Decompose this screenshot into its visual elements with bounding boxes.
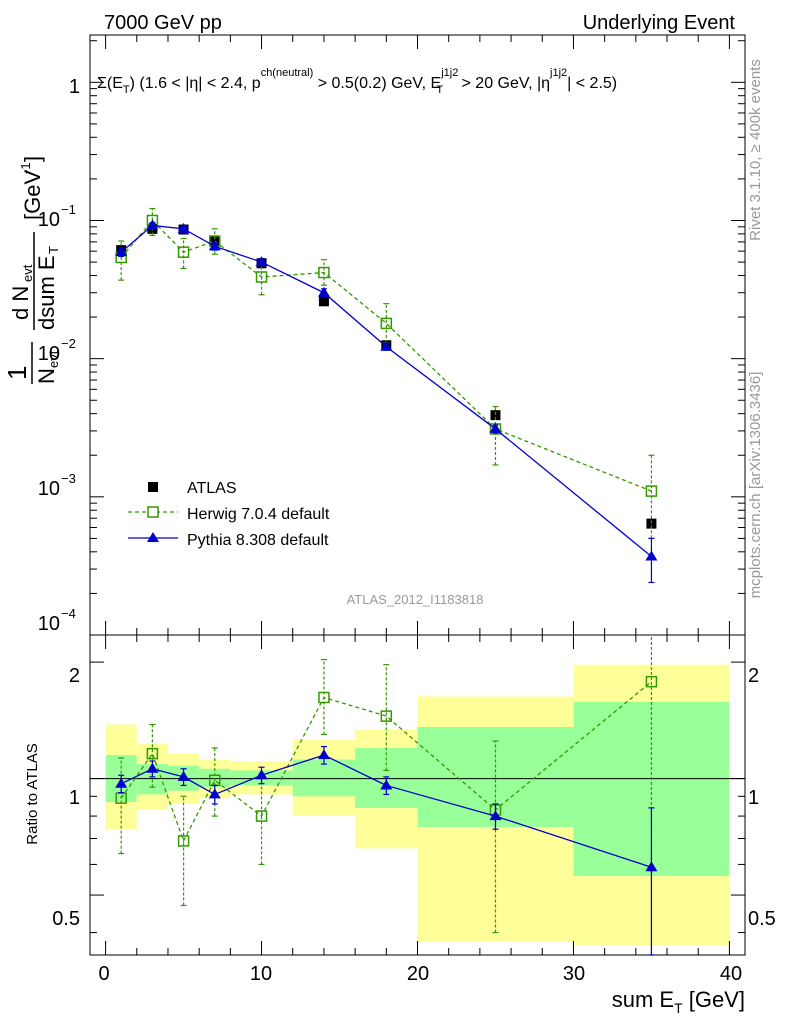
svg-text:10: 10: [38, 209, 60, 231]
svg-text:dsum E: dsum E: [34, 255, 59, 330]
svg-text:10: 10: [38, 478, 60, 500]
svg-text:ATLAS: ATLAS: [187, 480, 237, 497]
ratio-y-tick-1: 1: [69, 787, 80, 809]
data-point: [318, 266, 330, 279]
header-right: Underlying Event: [583, 12, 736, 34]
svg-text:10: 10: [38, 613, 60, 635]
svg-text:10: 10: [38, 343, 60, 365]
ratio-band-green: [199, 768, 231, 788]
svg-text:evt: evt: [46, 350, 61, 368]
header-left: 7000 GeV pp: [104, 12, 222, 34]
data-point: [318, 691, 330, 704]
ratio-panel-bands: [105, 664, 730, 946]
ratio-panel-axes: [89, 634, 746, 956]
svg-text:1: 1: [2, 366, 32, 380]
data-point: [380, 317, 393, 330]
ratio-y-tick-2-right: 2: [748, 665, 759, 687]
data-point: [255, 769, 268, 780]
x-tick-40: 40: [720, 963, 742, 985]
legend: ATLAS Herwig 7.0.4 default Pythia 8.308 …: [128, 480, 330, 549]
series-line: [120, 681, 652, 843]
data-point: [489, 422, 502, 433]
data-point: [380, 340, 393, 351]
data-point: [646, 518, 657, 529]
svg-text:-1: -1: [18, 162, 33, 174]
svg-text:N: N: [34, 368, 59, 384]
data-point: [318, 296, 329, 307]
main-y-axis-label: 1 N evt d N evt dsum E T [GeV -1 ]: [2, 156, 61, 384]
svg-text:d N: d N: [8, 286, 33, 320]
x-axis-label: sum ET [GeV]: [612, 987, 745, 1016]
svg-text:−1: −1: [61, 202, 76, 217]
plot-title: Σ(ET) (1.6 < |η| < 2.4, pch(neutral) > 0…: [97, 67, 617, 96]
legend-entry-pythia: Pythia 8.308 default: [128, 532, 329, 549]
y-tick-label-1e-3: 10 −3: [38, 471, 76, 500]
data-point: [317, 286, 330, 297]
svg-text:Herwig 7.0.4 default: Herwig 7.0.4 default: [187, 506, 330, 523]
data-point: [645, 550, 658, 561]
data-point: [208, 240, 221, 251]
data-point: [146, 762, 159, 773]
data-point: [177, 770, 190, 781]
svg-text:evt: evt: [20, 264, 35, 282]
y-tick-label-1e-1: 10 −1: [38, 202, 76, 231]
ratio-y-tick-0-5: 0.5: [52, 908, 80, 930]
data-point: [208, 788, 221, 799]
svg-text:−4: −4: [61, 606, 76, 621]
data-point: [146, 747, 159, 760]
data-point: [255, 810, 268, 822]
svg-text:−2: −2: [61, 336, 76, 351]
data-point: [380, 779, 393, 790]
y-tick-label-1e-2: 10 −2: [38, 336, 76, 365]
ratio-y-tick-1-right: 1: [748, 787, 759, 809]
legend-entry-herwig: Herwig 7.0.4 default: [128, 506, 330, 523]
y-tick-label-1e-4: 10 −4: [38, 606, 76, 635]
ratio-y-tick-0-5-right: 0.5: [748, 908, 776, 930]
data-point: [317, 749, 330, 760]
data-point: [645, 861, 658, 872]
svg-text:]: ]: [20, 156, 45, 162]
data-point: [255, 256, 268, 267]
data-point: [115, 246, 128, 257]
data-point: [645, 675, 658, 688]
legend-entry-atlas: ATLAS: [148, 480, 237, 497]
data-point: [115, 777, 128, 788]
analysis-watermark: ATLAS_2012_I1183818: [347, 592, 484, 607]
data-point: [146, 219, 159, 230]
ratio-y-axis-label: Ratio to ATLAS: [24, 743, 41, 844]
svg-text:[GeV: [GeV: [20, 170, 45, 220]
main-panel-series: [115, 207, 658, 584]
x-tick-10: 10: [250, 963, 272, 985]
data-point: [645, 485, 658, 497]
svg-text:T: T: [46, 246, 61, 254]
y-tick-label-1: 1: [69, 76, 80, 98]
data-point: [177, 835, 190, 847]
ratio-y-tick-2: 2: [69, 665, 80, 687]
x-tick-20: 20: [407, 963, 429, 985]
svg-text:−3: −3: [61, 471, 76, 486]
data-point: [490, 410, 501, 421]
data-point: [380, 710, 393, 722]
ratio-panel-series: [115, 635, 658, 956]
svg-text:Pythia 8.308 default: Pythia 8.308 default: [187, 532, 329, 549]
data-point: [255, 271, 268, 283]
series-line: [120, 219, 652, 492]
side-text-bottom: mcplots.cern.ch [arXiv:1306.3436]: [747, 372, 764, 599]
x-tick-0: 0: [98, 963, 109, 985]
svg-text:Σ(ET) (1.6 < |η| < 2.4, pch(ne: Σ(ET) (1.6 < |η| < 2.4, pch(neutral) > 0…: [97, 67, 617, 96]
x-tick-30: 30: [563, 963, 585, 985]
data-point: [177, 222, 190, 233]
side-text-top: Rivet 3.1.10, ≥ 400k events: [747, 59, 764, 241]
data-point: [177, 246, 190, 258]
data-point: [489, 810, 502, 821]
